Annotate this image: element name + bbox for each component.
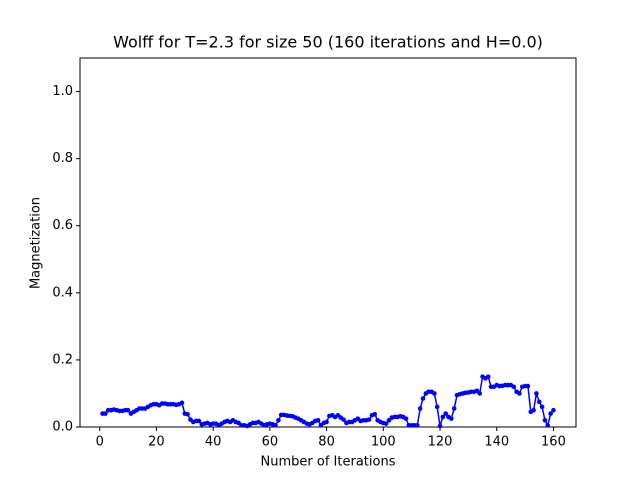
point (125, 407, 131, 413)
point (276, 417, 281, 423)
point (196, 418, 202, 424)
x-tick-label: 140 (484, 435, 509, 450)
x-tick-label: 40 (205, 435, 222, 450)
point (511, 384, 517, 390)
point (545, 423, 551, 428)
point (551, 407, 556, 413)
point (179, 400, 185, 406)
plot-frame (79, 57, 577, 428)
point (449, 416, 454, 421)
point (440, 414, 446, 420)
chart-title: Wolff for T=2.3 for size 50 (160 iterati… (113, 33, 543, 52)
point (485, 374, 491, 379)
point (517, 391, 522, 396)
y-axis-label: Magnetization (29, 197, 44, 289)
x-tick-label: 80 (318, 435, 335, 450)
point (432, 391, 437, 396)
point (324, 419, 329, 425)
x-tick-label: 0 (96, 435, 104, 450)
x-tick-label: 160 (541, 435, 566, 450)
line (102, 375, 555, 428)
y-tick-label: 0.0 (52, 420, 73, 435)
y-tick-label: 1.0 (52, 84, 73, 99)
point (273, 423, 278, 428)
point (403, 416, 409, 421)
point (383, 421, 389, 426)
point (548, 411, 553, 416)
point (434, 404, 440, 410)
point (415, 423, 420, 428)
point (420, 396, 426, 401)
point (451, 406, 457, 411)
point (443, 411, 448, 416)
point (477, 391, 483, 396)
x-axis-label: Number of Iterations (261, 455, 396, 470)
point (542, 417, 548, 423)
point (531, 407, 536, 413)
point (372, 411, 378, 417)
point (366, 417, 372, 422)
point (539, 404, 545, 410)
point (525, 383, 531, 389)
point (341, 417, 346, 422)
x-tick-label: 120 (428, 435, 453, 450)
x-tick-label: 20 (148, 435, 165, 450)
y-tick-label: 0.2 (52, 352, 73, 367)
point (185, 411, 190, 417)
y-tick-label: 0.6 (52, 218, 73, 233)
point (437, 423, 443, 429)
point (534, 391, 539, 396)
x-tick-label: 100 (371, 435, 396, 450)
point (417, 406, 423, 411)
point (103, 411, 108, 416)
point (536, 399, 542, 405)
y-tick-label: 0.8 (52, 151, 73, 166)
point (315, 417, 321, 423)
x-tick-label: 60 (262, 435, 279, 450)
y-tick-label: 0.4 (52, 285, 73, 300)
